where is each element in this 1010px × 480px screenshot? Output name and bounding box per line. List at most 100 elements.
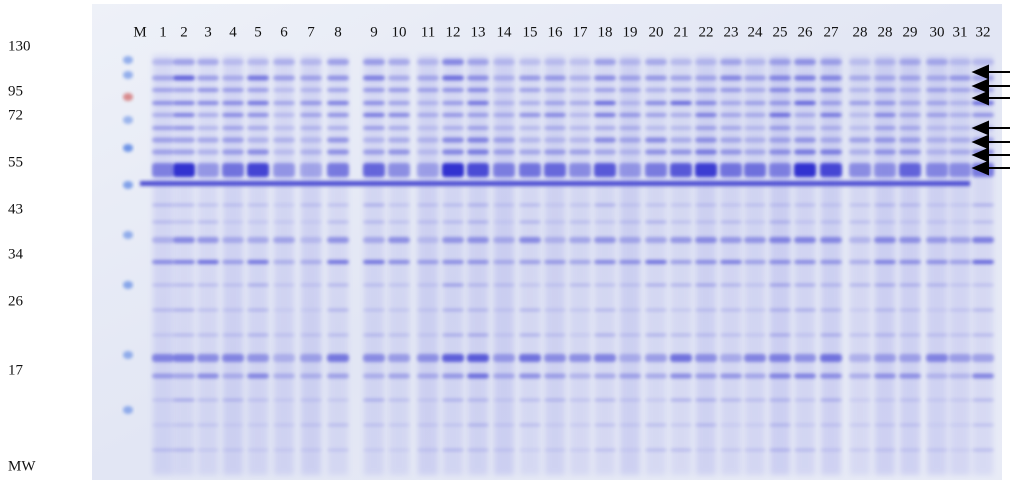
band [594,399,616,402]
band [363,59,385,65]
band [442,354,464,362]
band [794,126,816,130]
band [417,334,439,337]
band [442,449,464,452]
band [442,424,464,427]
band [926,309,948,312]
band [794,309,816,312]
band [899,138,921,143]
lane-smear [468,55,488,475]
lane-smear [153,55,173,475]
band [619,163,641,177]
band [820,284,842,287]
band [273,309,295,312]
band [247,163,269,177]
band [820,76,842,81]
band [849,237,871,243]
band [569,354,591,362]
band [273,88,295,92]
band [519,59,541,65]
band [273,260,295,264]
band [327,309,349,312]
band [519,113,541,117]
band [493,237,515,243]
band [544,163,566,177]
band [594,354,616,362]
band [197,260,219,264]
lane-smear [389,55,409,475]
band [363,334,385,337]
band [327,354,349,362]
band [152,424,174,427]
band [949,101,971,105]
band [720,150,742,155]
band [442,126,464,130]
band [273,150,295,155]
band [300,449,322,452]
band [173,113,195,117]
band [388,424,410,427]
band [493,126,515,130]
band [173,374,195,379]
band [569,374,591,379]
band [720,237,742,243]
band [794,88,816,92]
band [247,126,269,130]
band [769,150,791,155]
band [519,449,541,452]
band [493,374,515,379]
band [544,374,566,379]
band [899,424,921,427]
band [417,449,439,452]
mw-label: 72 [8,107,23,123]
band [849,88,871,92]
band [849,76,871,81]
band [388,399,410,402]
band [619,399,641,402]
band [442,237,464,243]
band [327,76,349,81]
mw-label: 130 [8,38,31,54]
band [152,374,174,379]
band [972,204,994,207]
band [493,113,515,117]
lane-smear [646,55,666,475]
band [594,113,616,117]
band [769,449,791,452]
band [388,76,410,81]
band [300,284,322,287]
lane-smear [174,55,194,475]
band [874,204,896,207]
band [300,138,322,143]
band [769,204,791,207]
band [820,309,842,312]
band [222,76,244,81]
band [794,163,816,177]
band [670,260,692,264]
band [645,221,667,224]
band [645,138,667,143]
band [670,126,692,130]
band [769,76,791,81]
band [467,76,489,81]
lane-smear [301,55,321,475]
band [899,449,921,452]
band [388,237,410,243]
band [744,138,766,143]
mw-label: 95 [8,83,23,99]
band [645,309,667,312]
band [173,59,195,65]
band [273,237,295,243]
mw-label: 34 [8,246,24,262]
band [670,59,692,65]
band [173,221,195,224]
band [849,59,871,65]
band [949,424,971,427]
band [327,113,349,117]
band [327,163,349,177]
band [273,204,295,207]
band [849,101,871,105]
band [720,374,742,379]
band [544,260,566,264]
band [467,309,489,312]
